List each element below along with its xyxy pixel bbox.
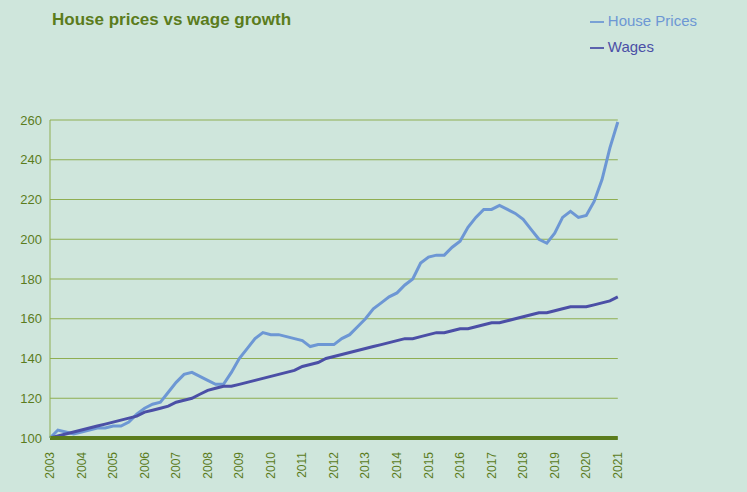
svg-text:2012: 2012 — [327, 452, 341, 479]
svg-text:2014: 2014 — [390, 452, 404, 479]
svg-text:2018: 2018 — [516, 452, 530, 479]
svg-text:220: 220 — [20, 192, 42, 207]
svg-text:2019: 2019 — [548, 452, 562, 479]
svg-text:120: 120 — [20, 391, 42, 406]
svg-text:140: 140 — [20, 351, 42, 366]
svg-text:2009: 2009 — [232, 452, 246, 479]
svg-text:2010: 2010 — [264, 452, 278, 479]
svg-text:2006: 2006 — [138, 452, 152, 479]
html-text:House Prices: House Prices — [607, 12, 697, 29]
svg-text:180: 180 — [20, 272, 42, 287]
svg-text:2003: 2003 — [43, 452, 57, 479]
svg-text:2007: 2007 — [169, 452, 183, 479]
svg-text:2008: 2008 — [201, 452, 215, 479]
svg-text:2013: 2013 — [358, 452, 372, 479]
svg-text:260: 260 — [20, 113, 42, 128]
svg-text:2016: 2016 — [453, 452, 467, 479]
svg-text:160: 160 — [20, 311, 42, 326]
html-text:House prices vs wage growth: House prices vs wage growth — [52, 10, 291, 29]
html-text:Wages: Wages — [607, 38, 654, 55]
svg-text:240: 240 — [20, 152, 42, 167]
svg-text:2015: 2015 — [422, 452, 436, 479]
svg-text:2020: 2020 — [579, 452, 593, 479]
svg-text:2021: 2021 — [611, 452, 625, 479]
svg-text:100: 100 — [20, 431, 42, 446]
svg-text:2005: 2005 — [106, 452, 120, 479]
svg-text:2017: 2017 — [485, 452, 499, 479]
svg-text:2011: 2011 — [295, 452, 309, 478]
svg-text:200: 200 — [20, 232, 42, 247]
svg-text:2004: 2004 — [75, 452, 89, 479]
